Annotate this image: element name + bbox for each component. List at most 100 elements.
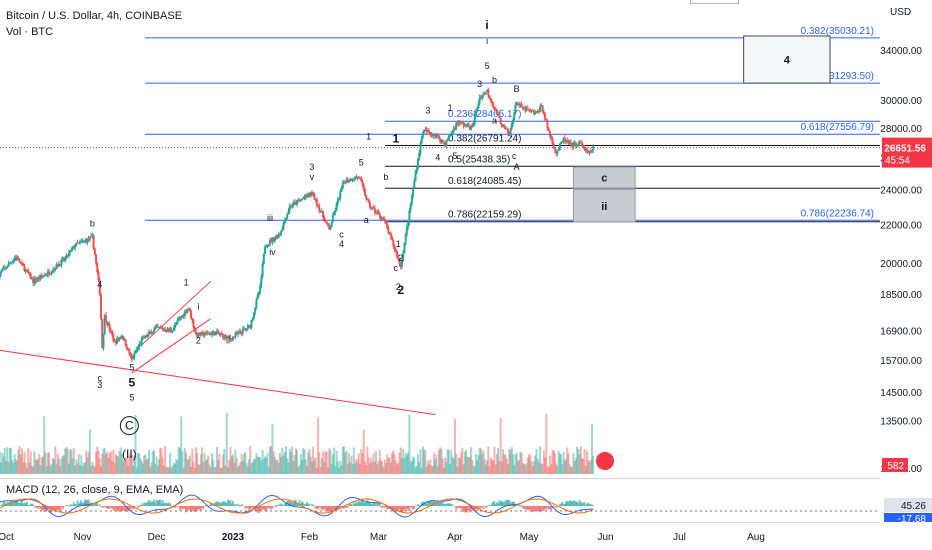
macd-histogram-bar bbox=[223, 501, 226, 506]
macd-histogram-bar bbox=[423, 503, 426, 506]
candle-body bbox=[288, 206, 291, 212]
macd-histogram-bar bbox=[83, 499, 86, 506]
volume-legend[interactable]: Vol · BTC bbox=[6, 26, 54, 38]
volume-bar bbox=[240, 453, 243, 474]
volume-bar bbox=[303, 449, 306, 474]
volume-bar bbox=[99, 466, 102, 474]
candle-body bbox=[99, 294, 102, 320]
candle-body bbox=[326, 223, 329, 226]
volume-bar bbox=[178, 448, 181, 474]
macd-histogram-bar bbox=[414, 505, 417, 506]
candle-body bbox=[270, 239, 273, 242]
candle-body bbox=[441, 139, 444, 142]
volume-bar bbox=[224, 465, 227, 474]
macd-histogram-bar bbox=[192, 506, 195, 512]
candle-body bbox=[476, 107, 479, 112]
candle-body bbox=[513, 112, 516, 121]
macd-histogram-bar bbox=[537, 506, 540, 513]
macd-histogram-bar bbox=[466, 506, 469, 513]
volume-bar bbox=[128, 455, 131, 474]
macd-histogram-bar bbox=[296, 502, 299, 506]
macd-histogram-bar bbox=[424, 501, 427, 506]
symbol-legend[interactable]: Bitcoin / U.S. Dollar, 4h, COINBASE bbox=[6, 10, 183, 22]
wave-label: c bbox=[394, 263, 399, 273]
candle-body bbox=[120, 336, 123, 338]
candle-body bbox=[428, 130, 431, 133]
candle-body bbox=[165, 330, 168, 332]
volume-bar bbox=[582, 459, 585, 474]
candle-body bbox=[0, 273, 1, 278]
macd-histogram-bar bbox=[565, 501, 568, 506]
volume-bar bbox=[370, 458, 373, 474]
volume-bar bbox=[584, 465, 587, 474]
macd-histogram-bar bbox=[382, 506, 385, 507]
candle-body bbox=[532, 111, 535, 114]
volume-bar bbox=[414, 467, 417, 474]
candle-body bbox=[156, 325, 159, 328]
macd-histogram-bar bbox=[281, 504, 284, 506]
volume-bar bbox=[309, 456, 312, 474]
macd-histogram-bar bbox=[473, 506, 476, 512]
volume-bar bbox=[51, 457, 54, 474]
volume-bar bbox=[145, 459, 148, 474]
volume-bar bbox=[281, 448, 284, 474]
volume-bar bbox=[162, 465, 165, 474]
volume-bar bbox=[363, 461, 366, 474]
candle-body bbox=[479, 97, 482, 99]
volume-bar bbox=[292, 460, 295, 474]
macd-histogram-bar bbox=[462, 506, 465, 513]
macd-histogram-bar bbox=[477, 506, 480, 508]
candle-body bbox=[478, 97, 481, 104]
macd-histogram-bar bbox=[535, 506, 538, 511]
volume-bar bbox=[7, 461, 10, 474]
candle-body bbox=[413, 180, 416, 188]
volume-bar bbox=[463, 451, 466, 474]
volume-bar bbox=[336, 460, 339, 474]
candle-body bbox=[266, 245, 269, 247]
volume-bar bbox=[540, 463, 543, 474]
volume-bar bbox=[231, 454, 234, 474]
macd-histogram-bar bbox=[255, 506, 258, 512]
x-tick-label: Oct bbox=[0, 532, 14, 543]
macd-histogram-bar bbox=[342, 506, 345, 509]
candle-body bbox=[38, 277, 41, 279]
macd-histogram-bar bbox=[455, 506, 458, 510]
volume-bar bbox=[175, 459, 178, 474]
pane-separator[interactable] bbox=[0, 478, 880, 479]
candle-body bbox=[248, 325, 251, 327]
volume-bar bbox=[389, 462, 392, 474]
macd-histogram-bar bbox=[11, 501, 14, 506]
candle-body bbox=[365, 195, 368, 199]
macd-histogram-bar bbox=[396, 506, 399, 510]
volume-bar bbox=[428, 464, 431, 474]
volume-bar bbox=[49, 465, 52, 474]
candle-body bbox=[22, 263, 25, 266]
candle-body bbox=[456, 122, 459, 124]
volume-bar bbox=[234, 449, 237, 474]
volume-bar bbox=[250, 463, 253, 474]
degree-label: (II) bbox=[122, 447, 137, 461]
toolbar-box[interactable] bbox=[690, 0, 739, 4]
candle-body bbox=[552, 143, 555, 149]
macd-histogram-bar bbox=[149, 502, 152, 506]
volume-bar bbox=[338, 467, 341, 474]
macd-histogram-bar bbox=[261, 506, 264, 511]
macd-histogram-bar bbox=[561, 502, 564, 506]
volume-bar bbox=[48, 452, 51, 474]
macd-histogram-bar bbox=[499, 501, 502, 506]
candle-body bbox=[75, 242, 78, 246]
candle-body bbox=[566, 139, 569, 142]
volume-bar bbox=[307, 452, 310, 474]
macd-histogram-bar bbox=[98, 504, 101, 506]
candle-body bbox=[146, 334, 149, 337]
wave-box bbox=[572, 189, 636, 223]
macd-histogram-bar bbox=[579, 502, 582, 506]
volume-bar bbox=[323, 462, 326, 474]
macd-legend[interactable]: MACD (12, 26, close, 9, EMA, EMA) bbox=[6, 484, 184, 496]
macd-histogram-bar bbox=[138, 505, 141, 506]
candle-body bbox=[87, 238, 90, 240]
volume-bar bbox=[544, 457, 547, 474]
candle-body bbox=[109, 330, 112, 332]
